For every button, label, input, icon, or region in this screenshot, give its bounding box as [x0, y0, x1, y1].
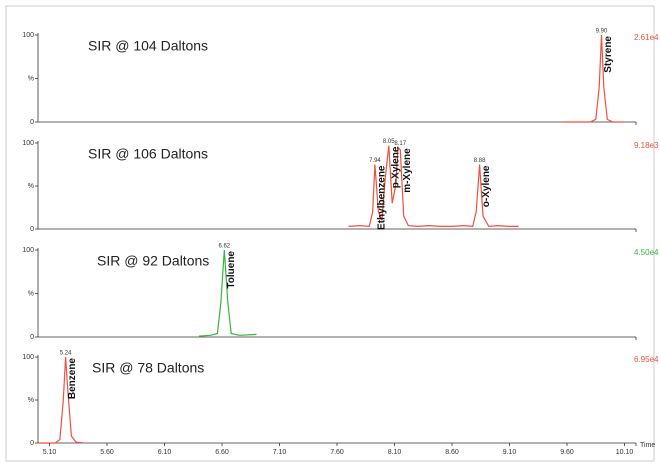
scale-label: 9.18e3 [634, 141, 659, 150]
compound-label: m-Xylene [402, 148, 413, 193]
y-tick-label: % [28, 183, 34, 190]
y-tick-label: 0 [30, 334, 34, 341]
y-tick-label: 0 [30, 226, 34, 233]
x-tick-label: 8.60 [445, 449, 459, 456]
peak-rt: 8.05 [383, 139, 395, 145]
y-tick-label: 0 [30, 119, 34, 126]
compound-label: Styrene [603, 36, 614, 73]
panel-title: SIR @ 92 Daltons [97, 253, 209, 269]
scale-label: 6.95e4 [634, 355, 659, 364]
compound-label: Benzene [67, 358, 78, 400]
x-tick-label: 5.60 [100, 449, 114, 456]
peak-rt: 8.88 [474, 158, 486, 164]
x-tick-label: 7.10 [273, 449, 287, 456]
trace [563, 34, 625, 123]
panel-title: SIR @ 106 Daltons [88, 146, 208, 162]
y-tick-label: 0 [30, 440, 34, 447]
compound-label: Toluene [226, 251, 237, 289]
compound-label: Ethylbenzene [377, 165, 388, 230]
compound-label: o-Xylene [481, 165, 492, 207]
compound-label: p-Xylene [390, 146, 401, 188]
x-tick-label: 8.10 [388, 449, 402, 456]
y-tick-label: % [28, 397, 34, 404]
y-tick-label: % [28, 290, 34, 297]
peak-rt: 6.62 [218, 244, 230, 250]
x-tick-label: 9.10 [503, 449, 517, 456]
y-tick-label: % [28, 75, 34, 82]
y-tick-label: 100 [22, 32, 34, 39]
x-tick-label: 7.60 [330, 449, 344, 456]
panel-title: SIR @ 78 Daltons [92, 360, 204, 376]
x-tick-label: 9.60 [560, 449, 574, 456]
panel-title: SIR @ 104 Daltons [88, 38, 208, 54]
y-tick-label: 100 [22, 354, 34, 361]
peak-rt: 5.24 [60, 351, 72, 357]
peak-rt: 7.94 [369, 158, 381, 164]
y-tick-label: 100 [22, 247, 34, 254]
y-tick-label: 100 [22, 140, 34, 147]
trace [198, 249, 257, 337]
trace [40, 356, 85, 444]
trace [348, 145, 519, 228]
x-tick-label: 6.10 [158, 449, 172, 456]
peak-rt: 8.17 [394, 141, 406, 147]
x-tick-label: 5.10 [43, 449, 57, 456]
x-tick-label: 6.60 [215, 449, 229, 456]
x-tick-label: 10.10 [616, 449, 634, 456]
scale-label: 2.61e4 [634, 33, 659, 42]
x-axis-label: Time [640, 442, 655, 449]
peak-rt: 9.90 [596, 29, 608, 35]
frame [5, 5, 655, 462]
scale-label: 4.50e4 [634, 248, 659, 257]
